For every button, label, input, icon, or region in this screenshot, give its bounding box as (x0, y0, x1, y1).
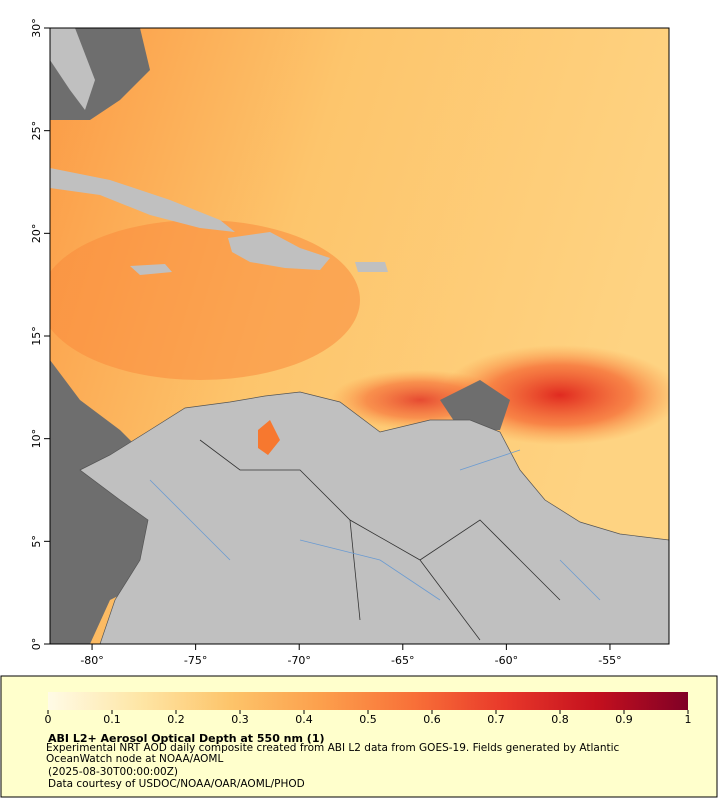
lake (258, 420, 280, 455)
haze (50, 220, 360, 380)
y-tick-label: 0° (30, 638, 43, 651)
colorbar-tick-label: 0.5 (359, 713, 377, 726)
colorbar-tick-label: 0.9 (615, 713, 633, 726)
land (228, 232, 330, 270)
colorbar-tick-label: 0.1 (103, 713, 121, 726)
land (79, 391, 669, 644)
credit: Data courtesy of USDOC/NOAA/OAR/AOML/PHO… (48, 778, 305, 790)
colorbar-tick-label: 0.2 (167, 713, 185, 726)
map (50, 28, 669, 644)
land (50, 28, 95, 110)
nodata (440, 380, 510, 430)
colorbar-tick-label: 0.7 (487, 713, 505, 726)
land (50, 168, 235, 232)
land (355, 262, 388, 272)
colorbar-tick-label: 0.8 (551, 713, 569, 726)
river (149, 449, 601, 601)
colorbar (48, 692, 688, 710)
colorbar-tick-label: 0.6 (423, 713, 441, 726)
colorbar-tick-label: 0.3 (231, 713, 249, 726)
land (130, 264, 172, 275)
x-tick-label: -75° (184, 654, 207, 667)
x-tick-label: -65° (391, 654, 414, 667)
colorbar-tick-label: 1 (685, 713, 692, 726)
time: (2025-08-30T00:00:00Z) (48, 766, 178, 778)
y-tick-label: 20° (30, 224, 43, 244)
y-tick-label: 10° (30, 429, 43, 449)
description: Experimental NRT AOD daily composite cre… (46, 743, 620, 765)
y-tick-label: 25° (30, 121, 43, 141)
x-tick-label: -60° (495, 654, 518, 667)
x-tick-label: -70° (287, 654, 310, 667)
y-tick-label: 15° (30, 326, 43, 346)
y-tick-label: 5° (30, 535, 43, 548)
colorbar-tick-label: 0 (45, 713, 52, 726)
x-tick-label: -55° (598, 654, 621, 667)
border (199, 439, 561, 641)
colorbar-tick-label: 0.4 (295, 713, 313, 726)
y-tick-label: 30° (30, 18, 43, 38)
x-tick-label: -80° (80, 654, 103, 667)
description-box: Experimental NRT AOD daily composite cre… (46, 743, 620, 765)
title: ABI L2+ Aerosol Optical Depth at 550 nm … (48, 732, 325, 745)
